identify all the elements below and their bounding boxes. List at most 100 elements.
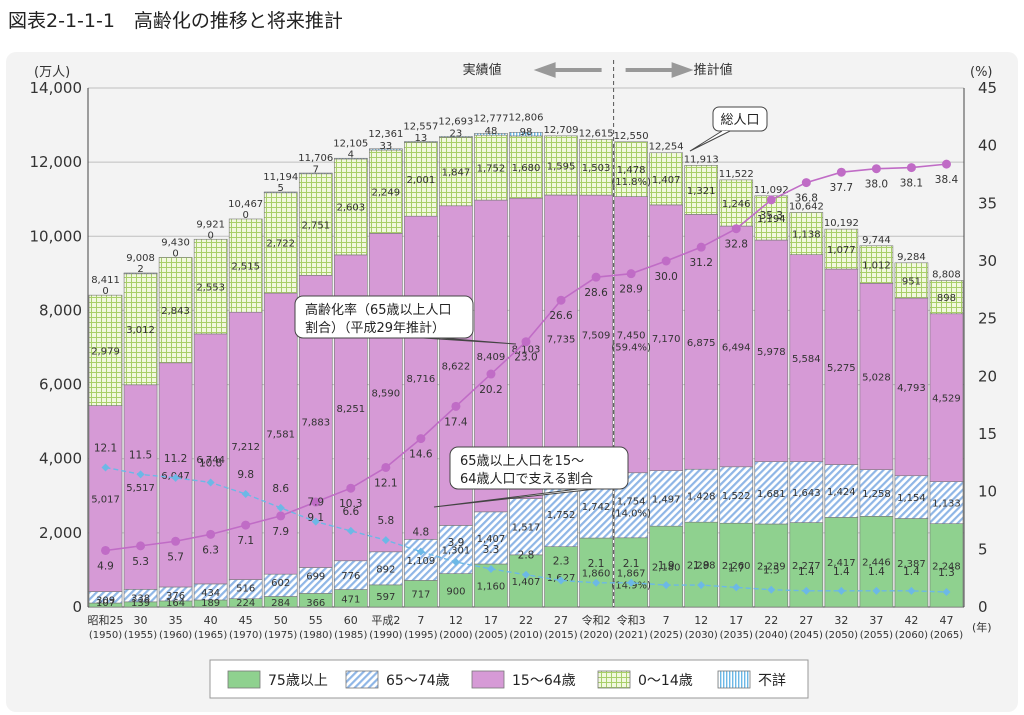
bar-segment-0～14歳 (333, 158, 368, 256)
support-ratio-label: 7.9 (307, 497, 324, 509)
data-label-75plus: 2,417 (827, 558, 856, 569)
y-right-tick-label: 40 (978, 137, 997, 155)
bar-segment-不詳 (298, 172, 333, 175)
support-ratio-label: 1.4 (798, 566, 815, 578)
bar-segment-15～64歳 (228, 311, 263, 580)
bar-segment-75歳以上 (719, 522, 754, 608)
y-right-tick-label: 35 (978, 194, 997, 212)
y-right-tick-label: 25 (978, 310, 997, 328)
bar-segment-不詳 (509, 132, 543, 137)
aging-rate-point (206, 529, 216, 539)
support-ratio-label: 1.3 (938, 567, 955, 579)
data-label-65to74: 338 (131, 593, 150, 604)
data-label-65to74: 776 (341, 571, 360, 582)
bar-segment-15～64歳 (123, 384, 158, 590)
aging-rate-point (486, 369, 496, 379)
x-tick-year-label: (2005) (474, 630, 507, 641)
data-label-total: 12,550 (614, 131, 649, 142)
data-label-total: 12,709 (544, 125, 579, 136)
data-label-total: 11,706 (298, 153, 333, 164)
data-label-total: 11,522 (719, 169, 754, 180)
support-ratio-label: 9.8 (237, 469, 254, 481)
aging-rate-label: 35.3 (760, 210, 783, 222)
data-label-0to14: 2,979 (91, 346, 120, 357)
x-tick-year-label: (2035) (720, 630, 753, 641)
aging-rate-point (346, 483, 356, 493)
data-label-0to14: 1,407 (652, 175, 681, 186)
support-ratio-label: 2.1 (623, 558, 640, 570)
bar-segment-65～74歳 (298, 567, 333, 594)
data-label-75plus: 2,446 (862, 558, 891, 569)
projected-arrow (625, 62, 694, 78)
x-tick-era-label: 7 (417, 614, 424, 627)
bar-segment-65～74歳 (474, 511, 508, 565)
bar-segment-15～64歳 (544, 194, 578, 483)
data-label-75plus: 107 (96, 598, 115, 609)
data-label-0to14: 1,752 (477, 164, 506, 175)
bar-segment-15～64歳 (88, 405, 123, 592)
bar-segment-0～14歳 (369, 149, 403, 234)
data-label-unknown: 13 (415, 133, 428, 144)
support-ratio-point (802, 586, 811, 595)
bar-segment-15～64歳 (789, 254, 824, 462)
bar-segment-75歳以上 (649, 525, 683, 608)
bar-segment-0～14歳 (193, 238, 228, 335)
data-label-0to14: 951 (902, 276, 921, 287)
bar-segment-0～14歳 (298, 173, 333, 276)
data-label-15to64: 8,622 (442, 362, 471, 373)
data-label-65to74: 1,752 (547, 510, 576, 521)
y-left-tick-label: 2,000 (39, 524, 82, 542)
bar-segment-0～14歳 (649, 152, 683, 206)
support-ratio-point (767, 585, 776, 594)
data-label-75plus: 2,260 (722, 561, 751, 572)
aging-rate-label: 37.7 (830, 182, 853, 194)
data-label-unknown: 7 (313, 164, 319, 175)
data-label-15to64: 5,517 (126, 483, 155, 494)
chart-panel: 0 2,000 4,000 6,000 8,000 10,000 12,000 14,000 0… (6, 52, 1018, 712)
y-left-tick-label: 12,000 (30, 153, 83, 171)
data-label-unknown: 98 (520, 127, 533, 138)
data-label-15to64: 5,584 (792, 354, 821, 365)
data-label-65to74: 1,497 (652, 494, 681, 505)
data-label-15to64: 8,103 (512, 344, 541, 355)
y-left-unit-label: (万人) (34, 65, 70, 80)
bar-segment-75歳以上 (684, 521, 719, 608)
aging-rate-point (276, 511, 286, 521)
legend-swatch-15～64歳 (471, 670, 505, 689)
support-ratio-label: 2.3 (553, 555, 570, 567)
bar-segment-不詳 (404, 141, 438, 143)
data-label-65to74: 1,681 (757, 489, 786, 500)
data-label-unknown: 23 (450, 128, 463, 139)
aging-rate-point (416, 434, 426, 444)
bar-segment-65～74歳 (894, 475, 929, 519)
data-label-total: 9,430 (161, 237, 190, 248)
aging-rate-point (941, 159, 951, 169)
aging-rate-label: 23.0 (514, 352, 537, 364)
total-population-callout-text: 総人口 (720, 113, 759, 128)
aging-rate-point (731, 224, 741, 234)
data-label-total: 10,467 (228, 199, 263, 210)
x-tick-year-label: (1995) (404, 630, 437, 641)
aging-rate-point (451, 401, 461, 411)
support-ratio-point (451, 558, 460, 567)
data-label-total: 9,744 (862, 235, 891, 246)
bar-segment-15～64歳 (894, 297, 929, 477)
aging-rate-point (556, 295, 566, 305)
legend-label: 不詳 (758, 673, 786, 689)
aging-rate-label: 7.9 (272, 526, 289, 538)
data-label-65to74: 516 (236, 584, 255, 595)
bar-segment-65～74歳 (719, 466, 754, 524)
data-label-65to74: 1,643 (792, 488, 821, 499)
y-right-tick-label: 30 (978, 252, 997, 270)
data-label-75plus: 224 (236, 598, 255, 609)
legend-box (209, 659, 809, 699)
data-label-65to74: 1,301 (442, 546, 471, 557)
data-label-unknown: 48 (485, 126, 498, 137)
x-tick-era-label: 22 (519, 614, 533, 627)
aging-rate-label: 38.0 (865, 179, 888, 191)
data-label-15to64: 4,793 (897, 383, 926, 394)
aging-rate-point (801, 178, 811, 188)
bar-segment-75歳以上 (439, 573, 473, 608)
support-ratio-label: 12.1 (94, 442, 117, 454)
x-tick-year-label: (1960) (159, 630, 192, 641)
